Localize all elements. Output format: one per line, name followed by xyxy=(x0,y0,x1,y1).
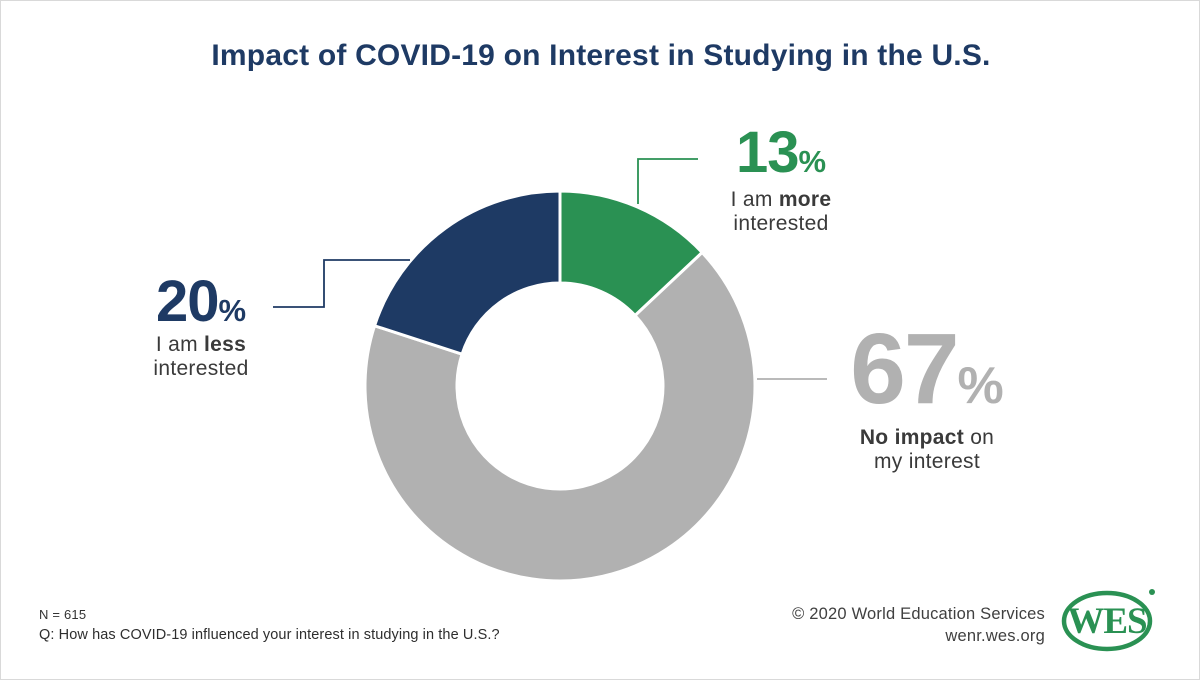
percent-sign: % xyxy=(798,144,827,179)
sample-size: N = 615 xyxy=(39,607,87,622)
wes-logo: WES xyxy=(1061,588,1157,652)
less-interested-label: I am less interested xyxy=(111,333,291,381)
copyright-line: © 2020 World Education Services xyxy=(792,605,1045,623)
less-interested-value: 20% xyxy=(155,269,247,334)
label-line-1: No impact on xyxy=(859,426,995,449)
donut-segment-less-interested xyxy=(372,189,562,357)
registered-trademark-icon xyxy=(1149,589,1155,595)
footer-note: N = 615 Q: How has COVID-19 influenced y… xyxy=(39,607,500,643)
callout-more-interested: 13% I am more interested xyxy=(691,124,871,236)
website-url: wenr.wes.org xyxy=(945,627,1045,645)
label-line-1: I am more xyxy=(730,188,832,211)
chart-title: Impact of COVID-19 on Interest in Studyi… xyxy=(211,39,991,72)
label-line-2: interested xyxy=(153,357,249,380)
percent-sign: % xyxy=(218,293,247,328)
more-interested-label: I am more interested xyxy=(691,188,871,236)
survey-question: Q: How has COVID-19 influenced your inte… xyxy=(39,627,500,643)
connector-more-interested xyxy=(637,158,698,204)
label-line-2: my interest xyxy=(874,450,980,473)
donut-segment-no-impact xyxy=(363,250,757,583)
percent-sign: % xyxy=(957,357,1004,415)
callout-less-interested: 20% I am less interested xyxy=(111,273,291,381)
more-interested-value: 13% xyxy=(735,120,827,185)
no-impact-value: 67% xyxy=(850,313,1004,425)
wes-logo-oval xyxy=(1061,590,1153,652)
footer-credit: © 2020 World Education Services wenr.wes… xyxy=(792,603,1045,647)
label-line-2: interested xyxy=(733,212,829,235)
no-impact-label: No impact on my interest xyxy=(819,426,1035,474)
donut-segments xyxy=(363,189,757,583)
wes-logo-text: WES xyxy=(1067,601,1146,642)
connector-less-interested xyxy=(273,259,410,308)
callout-no-impact: 67% No impact on my interest xyxy=(819,319,1035,474)
label-line-1: I am less xyxy=(155,333,247,356)
